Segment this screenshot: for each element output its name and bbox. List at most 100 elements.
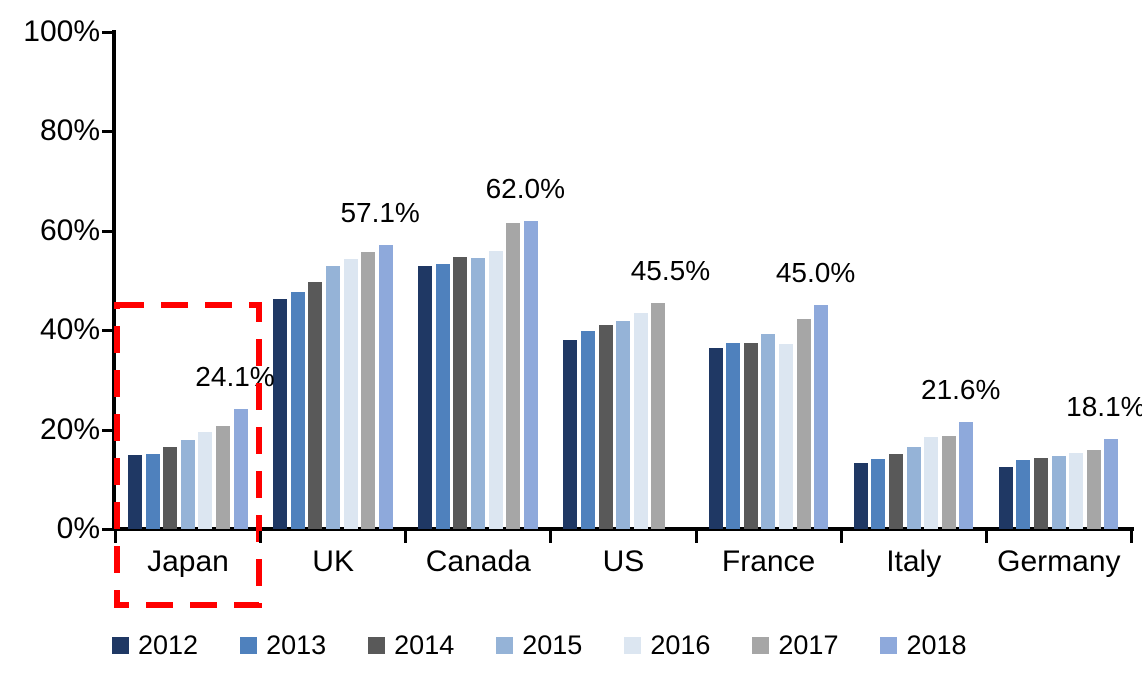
y-tick-mark xyxy=(102,130,114,134)
category-label: France xyxy=(721,545,816,578)
bar-2017-us xyxy=(651,302,666,529)
legend-item-2014: 2014 xyxy=(368,632,454,659)
value-label: 18.1% xyxy=(1066,391,1142,423)
bar-2015-us xyxy=(616,321,631,529)
x-tick-mark xyxy=(549,531,553,543)
bar-2012-us xyxy=(563,340,578,529)
legend-swatch xyxy=(240,637,258,654)
bar-2014-japan xyxy=(163,447,178,529)
legend-item-2017: 2017 xyxy=(752,632,838,659)
legend-label: 2014 xyxy=(394,630,455,660)
bar-2016-canada xyxy=(488,250,503,529)
bar-2016-japan xyxy=(198,431,213,529)
bar-2013-france xyxy=(726,342,741,529)
bar-2014-canada xyxy=(453,256,468,529)
bar-2016-germany xyxy=(1069,452,1084,529)
x-tick-mark xyxy=(694,531,698,543)
bar-2018-france xyxy=(814,305,829,529)
bar-2017-canada xyxy=(506,223,521,529)
bar-2015-japan xyxy=(180,439,195,529)
legend-swatch xyxy=(368,637,386,654)
x-tick-mark xyxy=(404,531,408,543)
y-tick-label: 0% xyxy=(56,512,100,545)
bar-2016-italy xyxy=(924,436,939,529)
category-label: Germany xyxy=(997,545,1121,578)
value-label: 21.6% xyxy=(921,373,1001,405)
bar-2018-uk xyxy=(378,245,393,529)
plot-area: 24.1% 57.1% 62.0% 45.5% 45.0% 21.6% 18.1% xyxy=(115,32,1142,529)
y-tick-mark xyxy=(102,229,114,233)
legend-item-2015: 2015 xyxy=(496,632,582,659)
legend-item-2012: 2012 xyxy=(112,632,198,659)
legend-item-2013: 2013 xyxy=(240,632,326,659)
x-tick-mark xyxy=(984,531,988,543)
bar-2015-canada xyxy=(471,258,486,529)
bar-2014-us xyxy=(598,325,613,529)
bar-2016-us xyxy=(633,313,648,529)
x-tick-mark xyxy=(114,531,117,543)
bar-2018-italy xyxy=(959,421,974,529)
bar-2012-italy xyxy=(853,462,868,529)
bar-2014-germany xyxy=(1034,458,1049,529)
bar-2013-canada xyxy=(435,263,450,529)
bar-2016-uk xyxy=(343,258,358,529)
bar-2012-canada xyxy=(418,265,433,529)
value-label: 45.0% xyxy=(775,257,856,289)
y-axis xyxy=(112,30,116,531)
legend-label: 2015 xyxy=(522,630,583,660)
bar-2017-germany xyxy=(1086,450,1101,529)
bar-2015-uk xyxy=(325,265,340,529)
bar-2015-germany xyxy=(1051,455,1066,529)
bar-2013-us xyxy=(581,331,596,529)
y-tick-mark xyxy=(102,329,114,333)
y-tick-label: 100% xyxy=(23,15,100,48)
category-label: Italy xyxy=(886,545,942,578)
y-tick-mark xyxy=(102,31,114,34)
x-tick-mark xyxy=(1130,531,1133,543)
bar-2015-france xyxy=(761,334,776,529)
bar-2017-uk xyxy=(361,252,376,529)
bar-2018-japan xyxy=(233,409,248,529)
bar-2015-italy xyxy=(906,446,921,529)
legend-label: 2017 xyxy=(778,630,839,660)
value-label: 57.1% xyxy=(340,197,420,229)
legend-label: 2013 xyxy=(266,630,327,660)
legend-item-2018: 2018 xyxy=(880,630,967,660)
x-axis xyxy=(112,527,1134,531)
legend-swatch xyxy=(752,637,770,654)
bar-2014-italy xyxy=(888,454,903,529)
y-tick-mark xyxy=(102,528,114,531)
category-label: UK xyxy=(312,545,354,578)
bar-2014-france xyxy=(743,342,758,529)
legend-item-2016: 2016 xyxy=(624,632,710,659)
category-label: Japan xyxy=(147,545,229,578)
bar-2017-italy xyxy=(941,435,956,529)
bar-2012-uk xyxy=(273,299,288,529)
y-tick-label: 40% xyxy=(39,313,100,347)
category-label: Canada xyxy=(425,545,531,578)
legend-label: 2016 xyxy=(650,630,711,660)
y-tick-mark xyxy=(102,428,114,432)
bar-2013-japan xyxy=(145,454,160,529)
legend: 2012 2013 2014 2015 2016 2017 2018 xyxy=(112,632,1122,659)
legend-swatch xyxy=(624,637,642,654)
x-tick-mark xyxy=(839,531,843,543)
y-tick-label: 80% xyxy=(39,114,100,148)
bar-2018-germany xyxy=(1104,439,1119,529)
bar-2012-japan xyxy=(128,455,142,529)
bar-2013-uk xyxy=(290,291,305,529)
y-tick-label: 60% xyxy=(39,213,100,247)
category-label: US xyxy=(602,545,645,578)
legend-swatch xyxy=(112,637,129,654)
bar-2018-canada xyxy=(523,220,538,529)
legend-label: 2018 xyxy=(906,630,967,660)
value-label: 24.1% xyxy=(195,361,275,393)
bar-2013-germany xyxy=(1016,460,1031,529)
bar-2016-france xyxy=(778,343,793,529)
value-label: 62.0% xyxy=(485,172,565,204)
x-tick-mark xyxy=(259,531,263,543)
legend-label: 2012 xyxy=(138,630,199,660)
bar-2012-germany xyxy=(998,466,1013,529)
bar-2012-france xyxy=(708,347,723,529)
